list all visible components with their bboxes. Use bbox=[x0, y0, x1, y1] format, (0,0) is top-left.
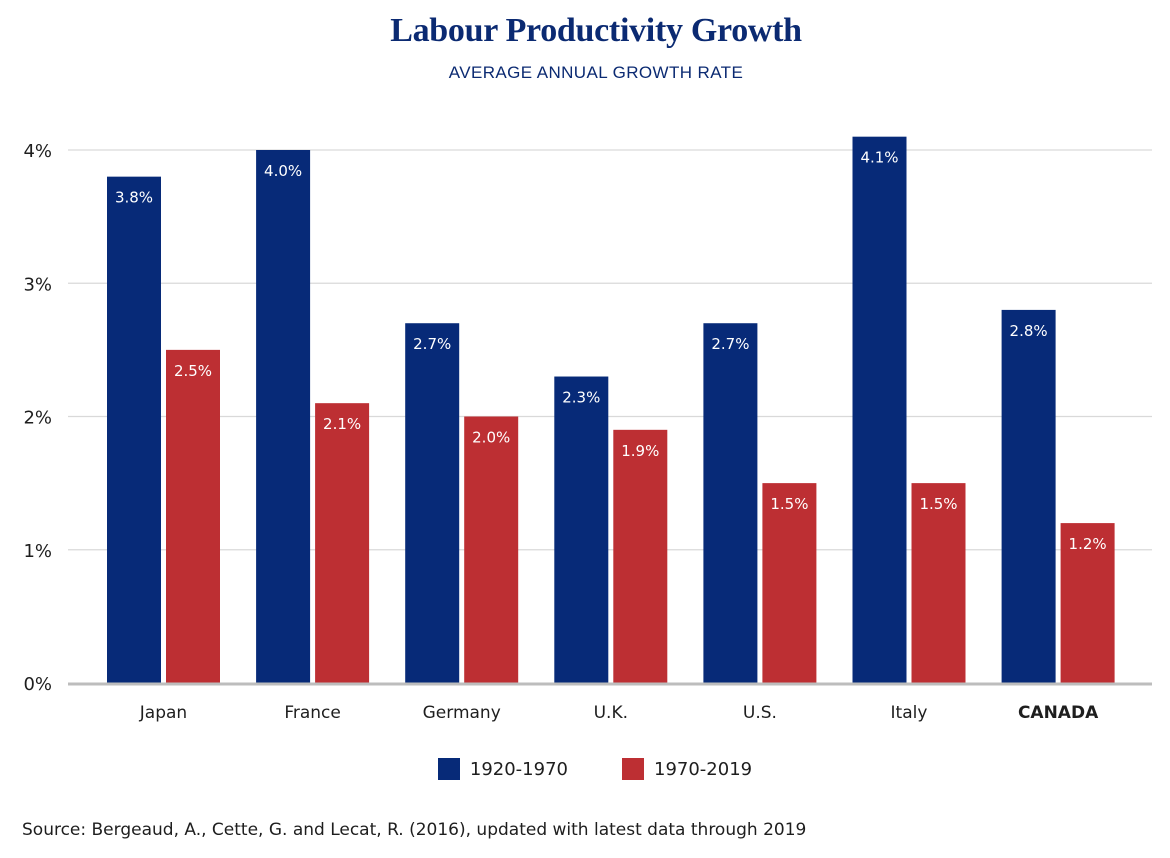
chart-legend: 1920-1970 1970-2019 bbox=[0, 758, 1170, 780]
x-tick-label: U.S. bbox=[743, 703, 777, 723]
data-label: 2.1% bbox=[323, 415, 361, 433]
bar bbox=[554, 376, 609, 683]
bar bbox=[703, 323, 758, 683]
data-label: 2.8% bbox=[1010, 322, 1048, 340]
legend-item-series-1: 1920-1970 bbox=[437, 758, 568, 780]
data-label: 2.0% bbox=[472, 429, 510, 447]
bar bbox=[315, 403, 370, 683]
bar bbox=[852, 136, 907, 684]
legend-label-series-1: 1920-1970 bbox=[469, 758, 568, 780]
x-tick-label: Germany bbox=[423, 703, 501, 723]
x-tick-label: Japan bbox=[139, 703, 187, 723]
legend-label-series-2: 1970-2019 bbox=[654, 758, 753, 780]
chart-subtitle: AVERAGE ANNUAL GROWTH RATE bbox=[448, 63, 744, 82]
bar-chart: 0% 1% 2% 3% 4% 3.8% 2.5% Japan 4.0% 2.1% France 2.7… bbox=[23, 136, 1152, 723]
x-tick-label: U.K. bbox=[594, 703, 628, 723]
bar bbox=[107, 176, 161, 683]
y-tick-label: 0% bbox=[23, 674, 52, 695]
data-label: 3.8% bbox=[115, 189, 153, 207]
data-label: 2.5% bbox=[174, 362, 212, 380]
legend-swatch-series-2 bbox=[622, 758, 644, 780]
data-label: 2.7% bbox=[711, 335, 749, 353]
bar bbox=[405, 323, 460, 683]
bar bbox=[762, 483, 817, 683]
y-tick-label: 3% bbox=[23, 274, 52, 295]
bar bbox=[464, 416, 519, 683]
bar bbox=[166, 349, 220, 683]
x-tick-label: France bbox=[284, 703, 341, 723]
y-tick-label: 1% bbox=[23, 541, 52, 562]
y-tick-label: 2% bbox=[23, 408, 52, 429]
data-label: 4.1% bbox=[860, 149, 898, 167]
bar bbox=[911, 483, 966, 683]
bar bbox=[613, 429, 668, 683]
source-note: Source: Bergeaud, A., Cette, G. and Leca… bbox=[22, 820, 807, 840]
x-tick-label: CANADA bbox=[1018, 703, 1099, 723]
data-label: 2.7% bbox=[413, 335, 451, 353]
data-label: 1.5% bbox=[770, 495, 808, 513]
y-tick-label: 4% bbox=[23, 141, 52, 162]
chart-title: Labour Productivity Growth bbox=[390, 12, 802, 49]
legend-swatch-series-1 bbox=[437, 758, 460, 780]
bar bbox=[1001, 309, 1056, 683]
data-label: 1.5% bbox=[919, 495, 957, 513]
legend-item-series-2: 1970-2019 bbox=[622, 758, 752, 780]
data-label: 2.3% bbox=[562, 389, 600, 407]
bar bbox=[1060, 523, 1115, 683]
x-tick-label: Italy bbox=[891, 703, 928, 723]
data-label: 4.0% bbox=[264, 162, 302, 180]
data-label: 1.2% bbox=[1069, 535, 1107, 553]
bar bbox=[256, 150, 311, 683]
data-label: 1.9% bbox=[621, 442, 659, 460]
